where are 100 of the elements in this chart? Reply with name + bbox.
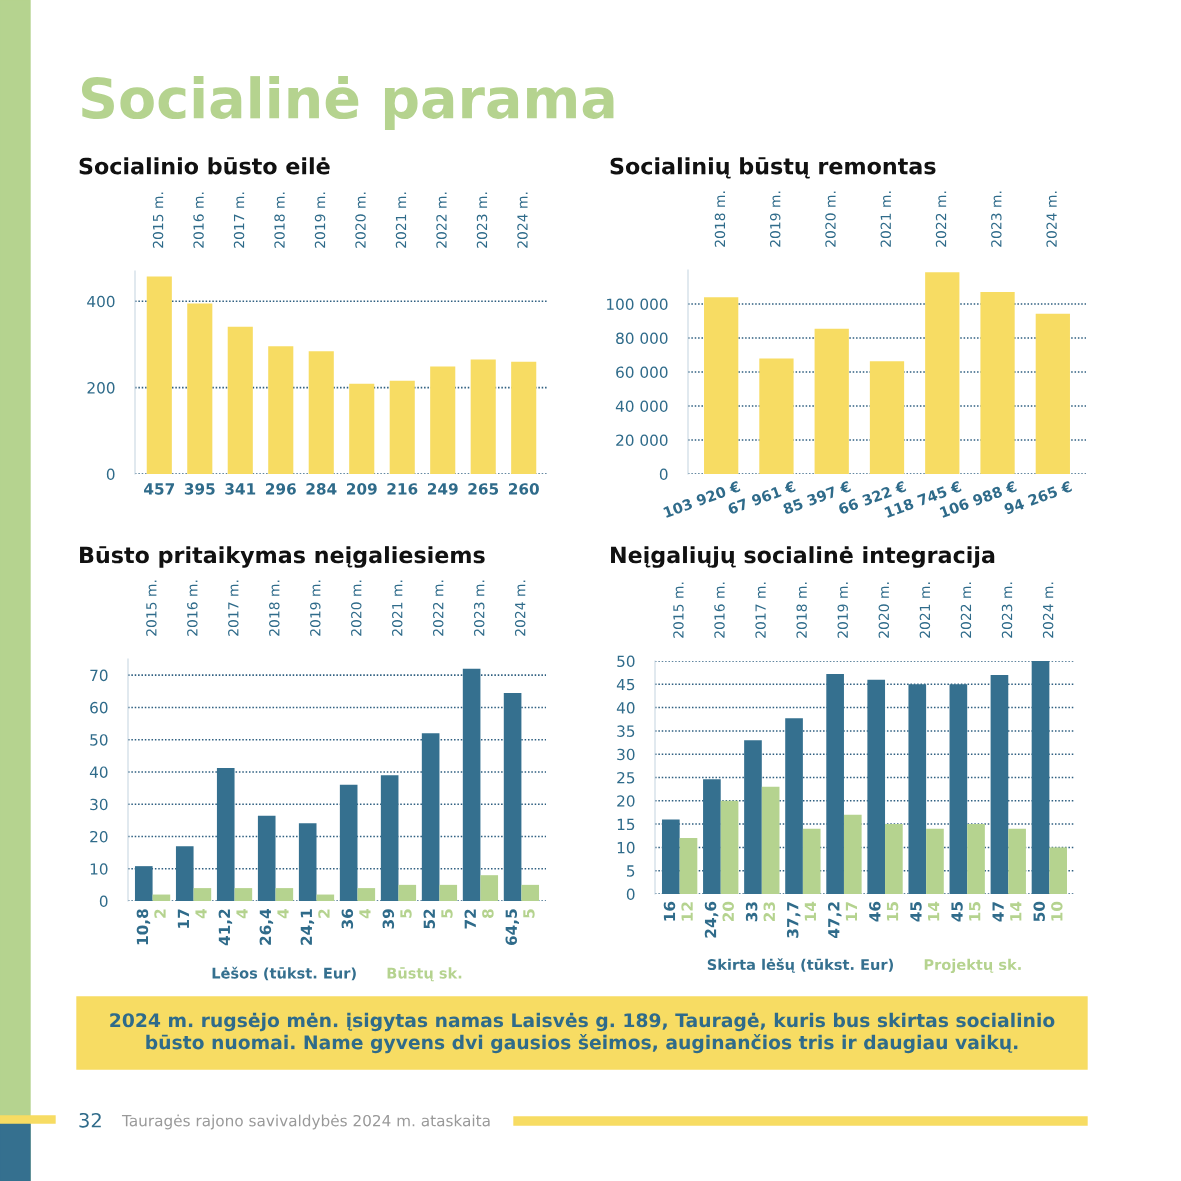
text: 2024 m. rugsėjo mėn. įsigytas namas Laisvės g. 189, Tauragė, kuris bus skirtas socialinio būsto nuomai. Name gyvens dvi gausios šeimos, auginančios tris ir daugiau vaikų.: [110, 1012, 1055, 1054]
bar: [430, 366, 456, 474]
y-tick-label: 40: [616, 702, 635, 714]
data-label: 20: [722, 901, 734, 922]
bar: [826, 674, 844, 894]
data-label: 5: [400, 909, 412, 918]
data-label: 37,7: [786, 902, 801, 938]
x-tick-label: 2016 m.: [714, 582, 725, 638]
bar: [814, 328, 849, 474]
x-tick-label: 2019 m.: [837, 582, 848, 638]
y-tick-label: 0: [626, 888, 635, 901]
data-label: 46: [869, 901, 881, 922]
data-label: 14: [1010, 901, 1022, 921]
x-tick-label: 2023 m.: [473, 580, 485, 636]
data-label: 5: [441, 909, 453, 918]
bar: [511, 361, 537, 474]
bar: [268, 346, 294, 474]
y-tick-label: 70: [90, 669, 108, 682]
data-label: 209: [347, 483, 377, 495]
bar: [785, 718, 803, 894]
data-label: 249: [427, 483, 458, 495]
x-tick-label: 2022 m.: [960, 582, 972, 638]
bar: [926, 828, 944, 894]
data-label: 14: [804, 901, 816, 921]
y-tick-label: 50: [90, 734, 108, 746]
chart-title: Būsto pritaikymas neįgaliesiems: [80, 546, 485, 568]
y-tick-label: 25: [617, 771, 635, 784]
data-label: 15: [969, 902, 981, 921]
text: Lėšos (tūkst. Eur): [212, 966, 356, 981]
bar: [146, 276, 172, 474]
data-label: 4: [359, 908, 371, 919]
x-tick-label: 2022 m.: [432, 580, 444, 636]
bar: [703, 779, 721, 894]
data-label: 47: [992, 902, 1004, 922]
data-label: 41,2: [218, 909, 233, 946]
y-tick-label: 60 000: [616, 366, 668, 379]
bar: [1008, 828, 1026, 894]
bar: [175, 846, 194, 901]
bar: [134, 866, 153, 901]
bar: [187, 303, 213, 474]
x-tick-label: 2022 m.: [436, 192, 447, 248]
y-tick-label: 30: [90, 798, 108, 811]
bar: [925, 272, 960, 474]
x-tick-label: 2024 m.: [514, 580, 526, 636]
y-tick-label: 15: [617, 818, 635, 831]
y-tick-label: 40 000: [615, 400, 668, 413]
x-tick-label: 2019 m.: [769, 191, 781, 247]
data-label: 36: [341, 909, 354, 929]
data-label: 265: [468, 483, 499, 495]
bar: [679, 838, 698, 894]
data-label: 5: [523, 909, 535, 918]
x-tick-label: 2018 m.: [796, 582, 807, 638]
data-label: 64,5: [505, 909, 519, 946]
y-tick-label: 60: [90, 701, 108, 714]
data-label: 4: [236, 908, 248, 919]
bar: [1031, 661, 1050, 894]
x-tick-label: 2021 m.: [919, 582, 931, 638]
data-label: 457: [144, 483, 175, 495]
y-tick-label: 20 000: [616, 434, 668, 447]
bar: [439, 884, 458, 901]
bar: [357, 888, 376, 901]
data-label: 284: [306, 483, 337, 495]
bar: [349, 383, 375, 474]
text: Skirta lėšų (tūkst. Eur): [707, 958, 893, 973]
data-label: 8: [482, 909, 494, 918]
x-tick-label: 2021 m.: [391, 580, 403, 636]
x-tick-label: 2015 m.: [673, 582, 684, 638]
bar: [503, 692, 522, 901]
bar: [759, 358, 794, 474]
bar: [298, 823, 317, 901]
bar: [980, 292, 1015, 474]
bar: [1049, 847, 1068, 894]
data-label: 24,6: [704, 901, 719, 938]
x-tick-label: 2021 m.: [880, 191, 892, 247]
data-label: 47,2: [828, 902, 842, 938]
y-tick-label: 400: [87, 295, 115, 308]
x-tick-label: 2023 m.: [991, 191, 1002, 247]
y-tick-label: 10: [617, 841, 635, 854]
data-label: 23: [763, 902, 776, 922]
data-label: 260: [508, 483, 539, 495]
data-label: 16: [663, 901, 676, 921]
bar: [216, 768, 235, 901]
x-tick-label: 2018 m.: [269, 580, 280, 636]
bar: [462, 668, 481, 901]
data-label: 15: [886, 902, 899, 921]
x-tick-label: 2023 m.: [476, 192, 488, 248]
data-label: 296: [266, 483, 296, 495]
x-tick-label: 2020 m.: [351, 580, 362, 636]
y-tick-label: 10: [90, 863, 108, 875]
chart-title: Neįgaliųjų socialinė integracija: [611, 546, 995, 568]
bar: [661, 819, 680, 894]
chart-title: Socialinio būsto eilė: [79, 157, 330, 175]
data-label: 52: [423, 909, 436, 929]
x-tick-label: 2024 m.: [1046, 191, 1057, 247]
y-tick-label: 5: [627, 865, 635, 877]
bar: [885, 824, 903, 894]
bar: [480, 875, 499, 901]
data-label: 216: [387, 483, 418, 495]
data-label: 72: [464, 909, 476, 929]
data-label: 10,8: [136, 909, 151, 945]
